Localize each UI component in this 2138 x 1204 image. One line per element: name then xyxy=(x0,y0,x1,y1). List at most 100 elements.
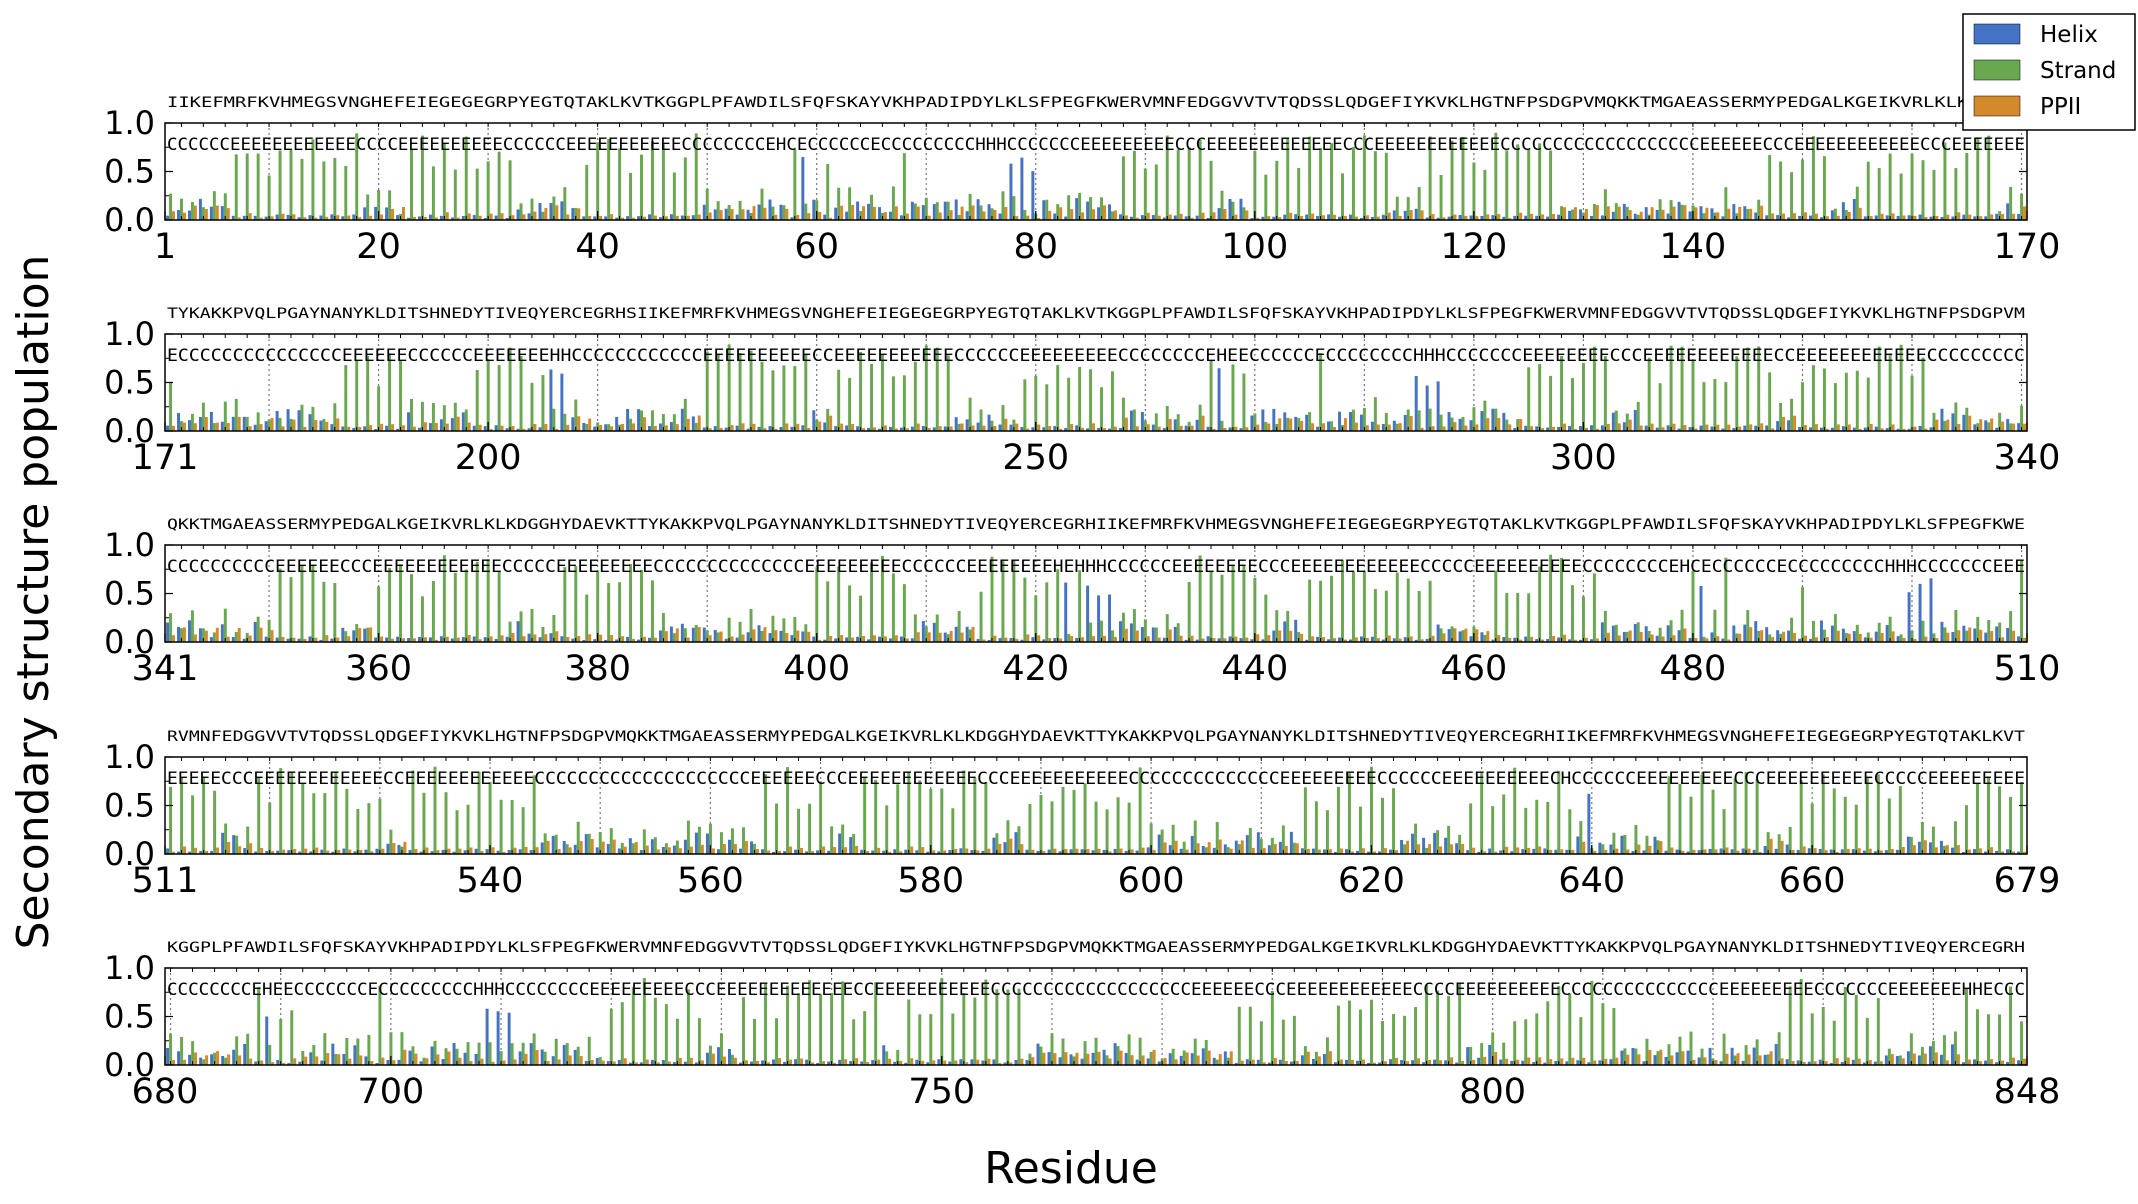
bar-strand-147 xyxy=(1768,155,1772,220)
bar-strand-325 xyxy=(1855,370,1859,431)
bar-ppii-140 xyxy=(1694,207,1698,220)
bar-helix-9 xyxy=(253,215,257,220)
bar-ppii-815 xyxy=(1659,1049,1663,1065)
bar-strand-718 xyxy=(587,1036,591,1065)
bar-ppii-503 xyxy=(1946,632,1950,642)
legend-swatch-helix xyxy=(1973,23,2021,45)
bar-helix-495 xyxy=(1852,631,1856,642)
bar-strand-429 xyxy=(1132,609,1136,642)
bar-strand-379 xyxy=(585,594,589,642)
bar-strand-736 xyxy=(786,985,790,1065)
bar-helix-232 xyxy=(834,426,838,431)
x-tick-label: 480 xyxy=(1660,649,1727,689)
bar-strand-187 xyxy=(344,365,348,431)
bar-helix-472 xyxy=(1600,622,1604,642)
bar-strand-399 xyxy=(804,624,808,642)
bar-helix-297 xyxy=(1546,427,1550,431)
bar-strand-294 xyxy=(1516,419,1520,431)
bar-helix-707 xyxy=(463,1052,467,1065)
y-tick-label: 0.0 xyxy=(104,1046,155,1084)
bar-helix-586 xyxy=(992,837,996,854)
bar-helix-244 xyxy=(965,419,969,431)
bar-helix-254 xyxy=(1075,425,1079,431)
bar-strand-250 xyxy=(1034,375,1038,431)
bar-helix-103 xyxy=(1283,214,1287,220)
bar-ppii-445 xyxy=(1311,636,1315,642)
bar-ppii-814 xyxy=(1648,1049,1652,1065)
bar-ppii-428 xyxy=(1124,628,1128,642)
bar-helix-73 xyxy=(954,199,958,220)
bar-strand-624 xyxy=(1414,823,1418,854)
bar-ppii-565 xyxy=(767,850,770,854)
bar-helix-744 xyxy=(871,1060,875,1065)
bar-strand-503 xyxy=(1943,627,1947,642)
bar-strand-406 xyxy=(880,555,884,642)
bar-helix-555 xyxy=(650,839,654,854)
bar-helix-95 xyxy=(1195,215,1199,220)
bar-helix-289 xyxy=(1458,418,1462,431)
bar-ppii-393 xyxy=(741,634,745,642)
bar-strand-210 xyxy=(596,422,600,431)
bar-strand-754 xyxy=(984,979,988,1065)
bar-helix-571 xyxy=(827,850,831,854)
bar-ppii-479 xyxy=(1683,628,1687,642)
bar-strand-409 xyxy=(913,614,917,642)
bar-strand-315 xyxy=(1746,347,1750,431)
bar-ppii-821 xyxy=(1725,1053,1729,1065)
bar-helix-841 xyxy=(1939,1054,1943,1065)
bar-strand-17 xyxy=(344,165,348,220)
bar-strand-8 xyxy=(245,153,249,220)
bar-helix-179 xyxy=(253,424,257,431)
bar-helix-823 xyxy=(1741,1060,1745,1065)
bar-ppii-264 xyxy=(1190,425,1194,431)
bar-helix-514 xyxy=(199,850,203,854)
bar-helix-633 xyxy=(1510,851,1514,854)
bar-strand-627 xyxy=(1447,825,1451,854)
bar-ppii-359 xyxy=(369,627,373,642)
bar-ppii-494 xyxy=(1847,633,1851,642)
bar-helix-807 xyxy=(1565,1061,1569,1065)
bar-strand-388 xyxy=(683,628,687,642)
bar-ppii-755 xyxy=(998,1063,1002,1065)
bar-helix-470 xyxy=(1579,639,1582,642)
bar-helix-188 xyxy=(352,427,356,431)
bar-helix-490 xyxy=(1798,638,1802,642)
panels: 1.00.50.01 20 40 60 80 100 120 140 170IIKEFMRFKV… xyxy=(104,95,2060,1112)
bar-strand-745 xyxy=(885,1051,889,1065)
bar-ppii-281 xyxy=(1376,424,1380,431)
bar-strand-390 xyxy=(705,630,709,642)
bar-strand-621 xyxy=(1381,797,1384,854)
bar-helix-636 xyxy=(1543,848,1547,854)
bar-ppii-753 xyxy=(976,1059,980,1065)
bar-ppii-594 xyxy=(1086,849,1090,854)
bar-helix-501 xyxy=(1918,583,1922,642)
bar-helix-529 xyxy=(364,849,368,854)
bar-strand-774 xyxy=(1204,1039,1208,1065)
bar-strand-376 xyxy=(552,614,556,642)
bar-strand-92 xyxy=(1165,135,1169,220)
bar-helix-291 xyxy=(1480,411,1484,431)
bar-strand-414 xyxy=(968,629,972,642)
bar-helix-45 xyxy=(648,214,651,220)
bar-strand-814 xyxy=(1645,1038,1649,1065)
bar-strand-582 xyxy=(951,808,955,854)
bar-strand-741 xyxy=(841,981,845,1065)
bar-strand-168 xyxy=(1998,211,2002,220)
bar-ppii-365 xyxy=(434,639,438,642)
bar-strand-16 xyxy=(333,157,337,220)
bar-strand-173 xyxy=(190,414,194,431)
bar-strand-373 xyxy=(519,611,523,642)
bar-ppii-66 xyxy=(883,212,887,220)
bar-ppii-252 xyxy=(1059,428,1063,431)
bar-helix-52 xyxy=(724,208,728,220)
sequence-label: RVMNFEDGGVVTVTQDSSLQDGEFIYKVKLHGTNFPSDGP… xyxy=(167,729,2025,745)
bar-strand-123 xyxy=(1505,150,1509,220)
bar-helix-789 xyxy=(1367,1062,1371,1065)
bar-helix-189 xyxy=(363,426,367,431)
bar-strand-501 xyxy=(1921,620,1925,642)
bar-strand-200 xyxy=(486,359,490,431)
bar-helix-829 xyxy=(1807,1061,1811,1065)
bar-strand-165 xyxy=(1965,152,1969,220)
bar-strand-793 xyxy=(1414,1007,1418,1065)
bar-ppii-377 xyxy=(566,636,570,642)
